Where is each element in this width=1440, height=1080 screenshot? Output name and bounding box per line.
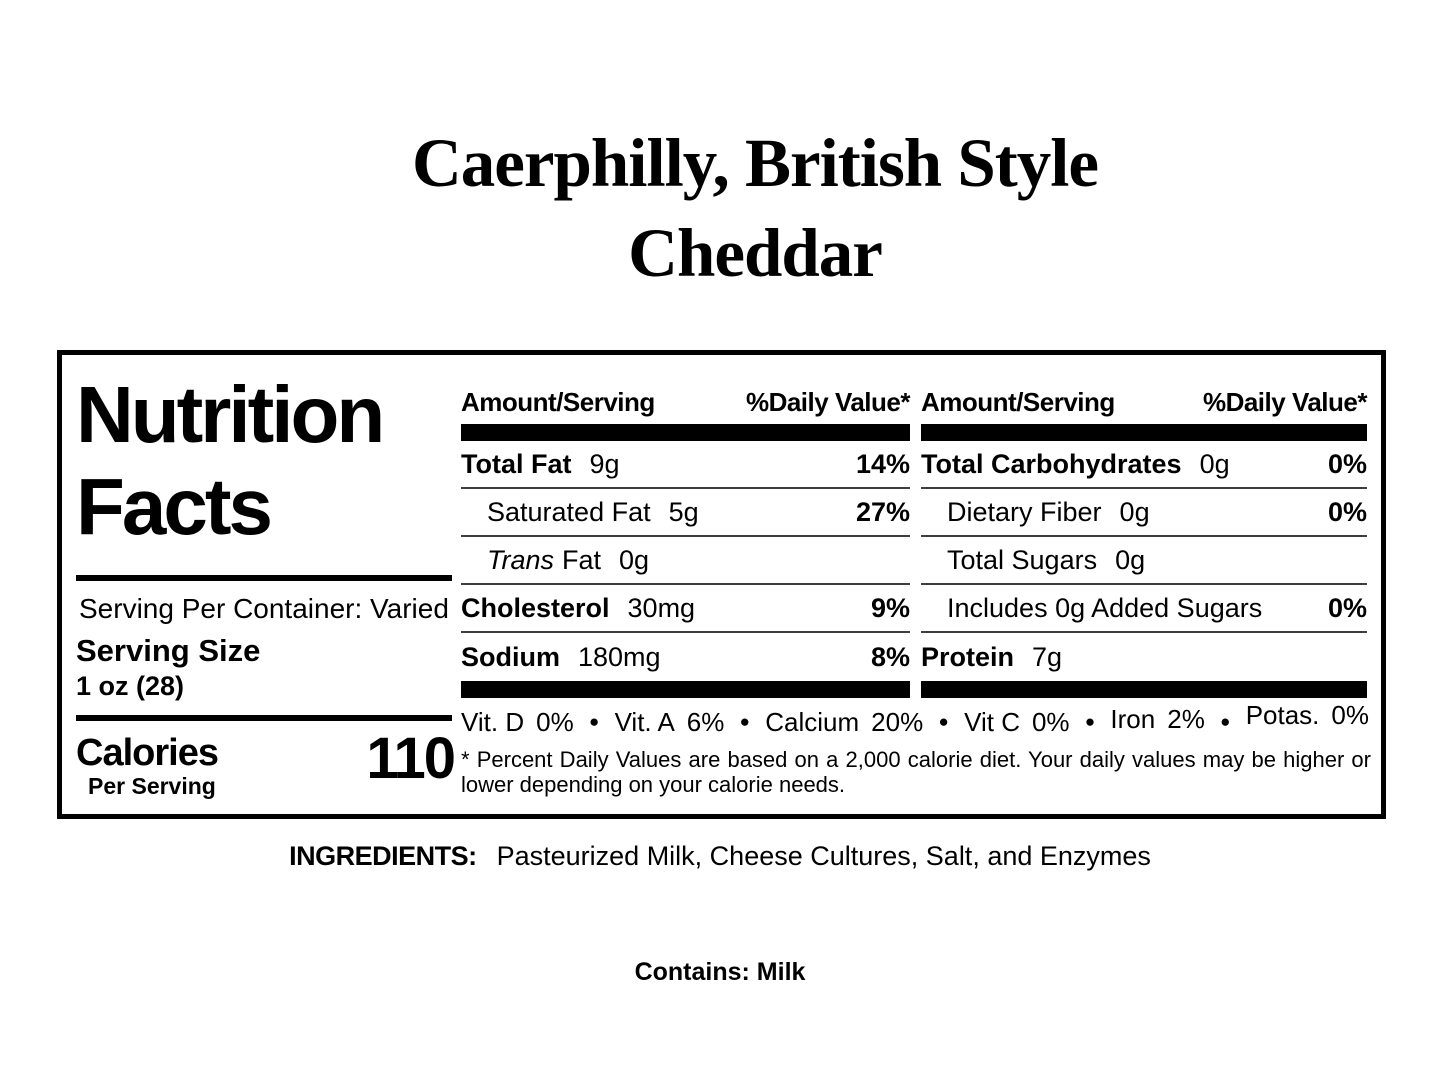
row-added-sugars: Includes 0g Added Sugars 0%	[921, 585, 1367, 633]
row-label: Fat	[562, 544, 602, 575]
row-value: 0g	[1119, 496, 1150, 527]
row-daily-value: 0%	[1327, 496, 1367, 527]
calories-per-serving-label: Per Serving	[88, 773, 216, 799]
micronutrients-row: Vit. D 0% ● Vit. A 6% ● Calcium 20% ● Vit C…	[461, 700, 1369, 737]
column-header: Amount/Serving %Daily Value*	[921, 387, 1368, 417]
row-daily-value: 8%	[870, 641, 910, 672]
row-daily-value: 9%	[870, 592, 910, 623]
serving-per-container: Serving Per Container: Varied	[79, 593, 449, 624]
daily-value-footnote: * Percent Daily Values are based on a 2,…	[461, 747, 1371, 797]
row-value: 0g	[1199, 448, 1230, 479]
calcium: Calcium 20%	[765, 707, 924, 737]
row-label: Total Carbohydrates	[921, 448, 1182, 479]
black-bar	[461, 424, 910, 441]
row-value: 180mg	[578, 641, 661, 672]
row-value: 0g	[619, 544, 650, 575]
row-trans-fat: Trans Fat 0g	[461, 537, 910, 585]
calories-row: Calories Per Serving 110	[76, 726, 456, 800]
row-label: Cholesterol	[461, 592, 610, 623]
row-daily-value: 14%	[855, 448, 910, 479]
row-label: Dietary Fiber	[947, 496, 1102, 527]
row-label-italic: Trans	[487, 544, 555, 575]
daily-value-header: %Daily Value*	[1202, 387, 1368, 417]
row-total-sugars: Total Sugars 0g	[921, 537, 1367, 585]
amount-serving-header: Amount/Serving	[461, 387, 655, 417]
heading-word-nutrition: Nutrition	[76, 370, 385, 459]
dot-separator-icon: ●	[1084, 712, 1096, 731]
row-label: Total Fat	[461, 448, 572, 479]
heading-word-facts: Facts	[76, 462, 273, 551]
row-label: Total Sugars	[947, 544, 1098, 575]
serving-size-value: 1 oz (28)	[76, 671, 185, 701]
dot-separator-icon: ●	[588, 712, 600, 731]
allergen-statement: Contains: Milk	[634, 958, 806, 986]
vitamin-c: Vit C 0%	[964, 707, 1070, 737]
potassium: Potas. 0%	[1245, 700, 1369, 730]
row-value: 7g	[1032, 641, 1063, 672]
row-total-fat: Total Fat 9g 14%	[461, 441, 910, 489]
row-value: 9g	[589, 448, 620, 479]
black-bar	[461, 681, 910, 698]
product-title: Caerphilly, British Style Cheddar	[35, 118, 1440, 298]
row-value: 0g	[1115, 544, 1146, 575]
row-daily-value: 27%	[855, 496, 910, 527]
amount-serving-header: Amount/Serving	[921, 387, 1115, 417]
calories-label-group: Calories Per Serving	[76, 732, 219, 799]
row-label: Includes 0g Added Sugars	[947, 592, 1263, 623]
serving-size-label: Serving Size	[76, 633, 261, 668]
row-label: Saturated Fat	[487, 496, 651, 527]
dot-separator-icon: ●	[739, 712, 750, 731]
daily-value-header: %Daily Value*	[745, 387, 911, 417]
divider-thick-bottom	[76, 715, 452, 721]
row-label: Protein	[921, 641, 1015, 672]
row-value: 5g	[668, 496, 699, 527]
black-bar	[921, 681, 1367, 698]
nutrient-column-right: Amount/Serving %Daily Value* Total Carbo…	[921, 387, 1368, 698]
row-dietary-fiber: Dietary Fiber 0g 0%	[921, 489, 1367, 537]
ingredients-line: INGREDIENTS: Pasteurized Milk, Cheese Cu…	[0, 841, 1440, 872]
ingredients-text: Pasteurized Milk, Cheese Cultures, Salt,…	[496, 841, 1151, 871]
row-daily-value: 0%	[1327, 592, 1367, 623]
row-cholesterol: Cholesterol 30mg 9%	[461, 585, 910, 633]
nutrient-column-left: Amount/Serving %Daily Value* Total Fat 9g…	[461, 387, 911, 698]
black-bar	[921, 424, 1367, 441]
row-saturated-fat: Saturated Fat 5g 27%	[461, 489, 910, 537]
vitamin-a: Vit. A 6%	[614, 707, 725, 737]
nutrition-facts-heading: Nutrition Facts	[76, 369, 385, 553]
divider-thick-top	[76, 575, 452, 581]
calories-value: 110	[366, 726, 456, 791]
ingredients-label: INGREDIENTS:	[289, 841, 477, 871]
dot-separator-icon: ●	[938, 712, 949, 731]
dot-separator-icon: ●	[1220, 712, 1231, 731]
row-sodium: Sodium 180mg 8%	[461, 633, 910, 681]
calories-label: Calories	[76, 732, 219, 774]
product-title-line1: Caerphilly, British Style	[411, 125, 1099, 201]
row-label: Sodium	[461, 641, 560, 672]
row-protein: Protein 7g	[921, 633, 1367, 681]
vitamin-d: Vit. D 0%	[461, 707, 574, 737]
row-value: 30mg	[627, 592, 696, 623]
row-total-carbohydrates: Total Carbohydrates 0g 0%	[921, 441, 1367, 489]
nutrition-facts-panel: Nutrition Facts Serving Per Container: V…	[57, 350, 1386, 819]
row-daily-value: 0%	[1327, 448, 1367, 479]
product-title-line2: Cheddar	[628, 215, 883, 291]
column-header: Amount/Serving %Daily Value*	[461, 387, 911, 417]
iron: Iron 2%	[1110, 704, 1205, 734]
